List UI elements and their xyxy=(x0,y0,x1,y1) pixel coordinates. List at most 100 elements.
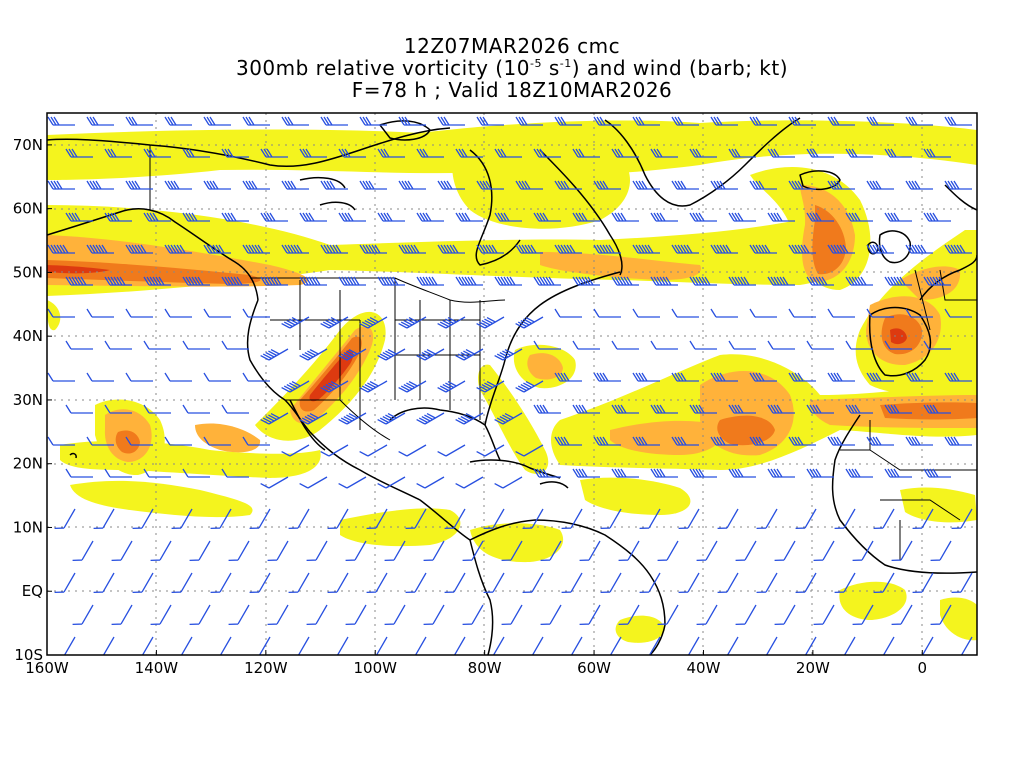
lon-tick-label: 20W xyxy=(796,659,830,677)
wind-barb-shape xyxy=(515,180,543,190)
wind-barb xyxy=(572,340,600,350)
wind-barb xyxy=(834,572,856,594)
wind-barb xyxy=(905,308,933,318)
wind-barb-shape xyxy=(260,276,288,286)
wind-barb-shape xyxy=(132,572,154,594)
wind-barb-shape xyxy=(806,212,834,222)
wind-barb-shape xyxy=(384,540,406,562)
wind-barb-shape xyxy=(143,212,171,222)
wind-barb xyxy=(221,276,249,286)
wind-barb xyxy=(671,372,699,382)
wind-barb-shape xyxy=(788,180,816,190)
wind-barb-shape xyxy=(891,604,913,626)
wind-barbs xyxy=(47,116,973,655)
wind-barb-shape xyxy=(834,508,856,530)
wind-barb-shape xyxy=(416,276,444,286)
wind-barb xyxy=(242,244,270,254)
wind-barb-shape xyxy=(320,444,349,457)
wind-barb-shape xyxy=(338,276,366,286)
wind-barb-shape xyxy=(774,540,796,562)
wind-barb-shape xyxy=(338,348,367,361)
wind-barb xyxy=(182,148,210,158)
wind-barb xyxy=(795,572,817,594)
wind-barb-shape xyxy=(405,508,427,530)
wind-barb xyxy=(689,404,717,414)
wind-barb xyxy=(600,508,622,530)
wind-barb-shape xyxy=(554,180,582,190)
wind-barb xyxy=(845,340,873,350)
wind-barb xyxy=(203,244,231,254)
wind-barb-shape xyxy=(845,148,873,158)
wind-barb xyxy=(632,116,660,126)
wind-barb-shape xyxy=(437,180,465,190)
wind-barb xyxy=(338,412,367,425)
wind-barb xyxy=(359,316,388,329)
wind-barb-shape xyxy=(125,308,153,318)
wind-barb xyxy=(788,244,816,254)
wind-barb xyxy=(884,468,912,478)
wind-barb-shape xyxy=(923,212,951,222)
wind-barb-shape xyxy=(717,572,739,594)
wind-barb-shape xyxy=(405,636,427,655)
wind-barb xyxy=(47,180,75,190)
wind-barb xyxy=(540,604,562,626)
wind-barb-shape xyxy=(678,636,700,655)
wind-barb-shape xyxy=(242,436,270,446)
wind-barb-shape xyxy=(203,180,231,190)
political-borders xyxy=(149,145,977,560)
wind-barb-shape xyxy=(104,404,132,414)
wind-barb xyxy=(515,316,544,329)
wind-barb xyxy=(164,180,192,190)
wind-barb xyxy=(579,540,601,562)
wind-barb-shape xyxy=(281,444,310,457)
wind-barb xyxy=(710,116,738,126)
wind-barb xyxy=(281,244,309,254)
wind-barb-shape xyxy=(281,244,309,254)
wind-barb-shape xyxy=(210,636,232,655)
wind-barb xyxy=(377,348,406,361)
wind-barb-shape xyxy=(515,380,544,393)
wind-barb-shape xyxy=(611,212,639,222)
wind-barb xyxy=(657,604,679,626)
wind-barb xyxy=(143,404,171,414)
wind-barb-shape xyxy=(650,148,678,158)
wind-barb xyxy=(93,636,115,655)
wind-barb xyxy=(423,604,445,626)
wind-barb xyxy=(689,212,717,222)
wind-barb xyxy=(476,380,505,393)
wind-barb-shape xyxy=(579,540,601,562)
wind-barb xyxy=(756,572,778,594)
wind-barb xyxy=(774,540,796,562)
wind-barb-shape xyxy=(47,308,75,318)
wind-barb-shape xyxy=(756,636,778,655)
wind-barb-shape xyxy=(299,412,328,425)
wind-barb-shape xyxy=(891,540,913,562)
wind-barb-shape xyxy=(600,572,622,594)
wind-barb xyxy=(554,180,582,190)
wind-barb xyxy=(47,308,75,318)
wind-barb xyxy=(951,636,973,655)
wind-barb xyxy=(249,572,271,594)
wind-barb xyxy=(579,604,601,626)
wind-barb xyxy=(806,468,834,478)
wind-barb-shape xyxy=(203,372,231,382)
wind-barb-shape xyxy=(806,468,834,478)
wind-barb-shape xyxy=(132,508,154,530)
wind-barb xyxy=(476,180,504,190)
wind-barb xyxy=(299,276,327,286)
wind-barb xyxy=(593,244,621,254)
wind-barb xyxy=(788,372,816,382)
wind-barb xyxy=(671,308,699,318)
wind-barb-shape xyxy=(359,316,388,329)
wind-barb-shape xyxy=(533,468,561,478)
wind-barb-shape xyxy=(788,244,816,254)
wind-barb-shape xyxy=(866,244,894,254)
wind-barb-shape xyxy=(930,540,952,562)
wind-barb xyxy=(650,148,678,158)
wind-barb xyxy=(735,540,757,562)
wind-barb xyxy=(728,148,756,158)
wind-barb xyxy=(944,436,972,446)
wind-barb xyxy=(671,180,699,190)
wind-barb-shape xyxy=(423,604,445,626)
wind-barb-shape xyxy=(72,604,94,626)
